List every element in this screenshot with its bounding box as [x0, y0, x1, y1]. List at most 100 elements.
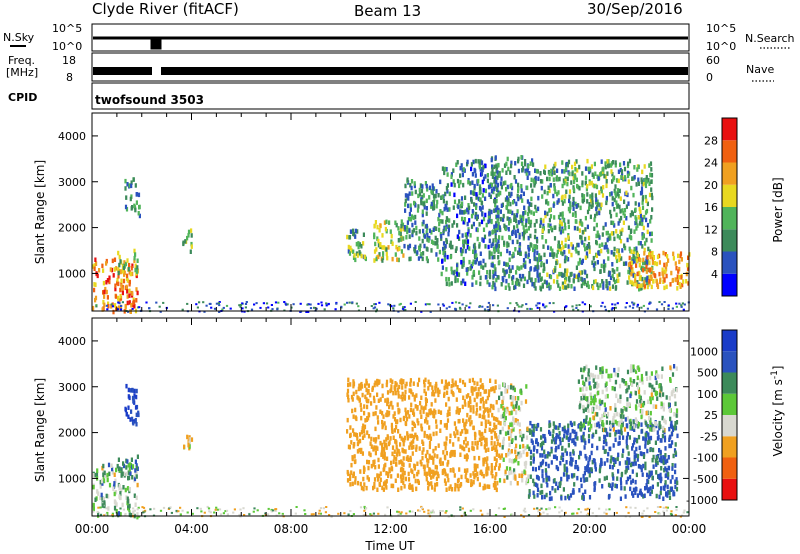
echo-cell	[444, 226, 447, 232]
echo-cell	[403, 470, 406, 476]
echo-cell	[536, 483, 539, 488]
echo-cell	[492, 386, 495, 391]
echo-cell	[557, 247, 560, 252]
echo-cell	[609, 426, 612, 432]
echo-cell	[420, 188, 424, 194]
echo-cell	[611, 172, 614, 177]
echo-cell	[135, 388, 138, 394]
echo-cell	[666, 506, 669, 509]
echo-cell	[520, 514, 523, 517]
echo-cell	[554, 454, 557, 459]
echo-cell	[654, 458, 657, 463]
echo-cell	[100, 492, 103, 498]
echo-cell	[410, 185, 413, 191]
echo-cell	[353, 442, 356, 447]
echo-cell	[663, 277, 666, 282]
echo-cell	[445, 441, 448, 446]
echo-cell	[550, 168, 553, 174]
echo-cell	[445, 510, 448, 513]
echo-cell	[404, 208, 407, 213]
echo-cell	[637, 215, 640, 220]
echo-cell	[127, 505, 131, 511]
echo-cell	[516, 239, 519, 245]
echo-cell	[596, 202, 599, 208]
echo-cell	[662, 274, 665, 279]
echo-cell	[445, 307, 448, 310]
echo-cell	[373, 484, 376, 489]
echo-cell	[625, 261, 628, 266]
echo-cell	[497, 238, 500, 244]
echo-cell	[609, 275, 613, 281]
echo-cell	[348, 301, 351, 304]
echo-cell	[363, 254, 366, 259]
echo-cell	[560, 455, 563, 461]
echo-cell	[482, 400, 485, 406]
echo-cell	[494, 155, 497, 160]
echo-cell	[123, 260, 126, 265]
echo-cell	[450, 450, 453, 455]
echo-cell	[588, 245, 591, 250]
echo-cell	[625, 468, 628, 473]
echo-cell	[592, 174, 595, 179]
echo-cell	[610, 455, 613, 460]
beam-title: Beam 13	[354, 2, 421, 20]
echo-cell	[390, 474, 393, 479]
echo-cell	[592, 378, 595, 383]
echo-cell	[448, 406, 451, 411]
echo-cell	[454, 487, 457, 492]
echo-cell	[396, 247, 399, 252]
echo-cell	[179, 506, 182, 509]
echo-cell	[630, 462, 633, 468]
echo-cell	[584, 418, 587, 423]
echo-cell	[580, 235, 583, 240]
echo-cell	[633, 249, 636, 254]
echo-cell	[307, 311, 310, 313]
echo-cell	[676, 480, 679, 486]
echo-cell	[659, 277, 662, 282]
echo-cell	[529, 233, 532, 239]
echo-cell	[642, 260, 645, 266]
echo-cell	[482, 188, 485, 193]
echo-cell	[523, 205, 526, 210]
echo-cell	[675, 486, 679, 492]
echo-cell	[408, 234, 411, 239]
echo-cell	[455, 397, 458, 402]
echo-cell	[134, 405, 138, 410]
cpid-value: twofsound 3503	[95, 93, 204, 107]
echo-cell	[354, 228, 357, 234]
echo-cell	[674, 423, 677, 429]
echo-cell	[466, 239, 470, 244]
echo-cell	[603, 245, 606, 250]
echo-cell	[501, 445, 504, 450]
echo-cell	[461, 233, 464, 238]
echo-cell	[621, 208, 624, 213]
echo-cell	[634, 506, 637, 509]
echo-cell	[472, 480, 475, 485]
echo-cell	[529, 161, 532, 166]
echo-cell	[539, 277, 542, 282]
echo-cell	[105, 289, 108, 295]
echo-cell	[527, 474, 530, 479]
echo-cell	[605, 475, 608, 481]
echo-cell	[466, 245, 469, 250]
echo-cell	[656, 396, 659, 401]
echo-cell	[188, 444, 191, 449]
echo-cell	[437, 392, 440, 398]
echo-cell	[445, 186, 448, 191]
echo-cell	[685, 279, 688, 284]
echo-cell	[417, 421, 420, 426]
echo-cell	[496, 247, 499, 253]
nsky-tick-top: 10^5	[52, 22, 82, 35]
echo-cell	[499, 455, 502, 460]
echo-cell	[630, 249, 633, 254]
echo-cell	[127, 267, 130, 272]
echo-cell	[591, 203, 594, 208]
echo-cell	[382, 487, 385, 492]
echo-cell	[661, 267, 664, 272]
echo-cell	[638, 283, 641, 289]
echo-cell	[365, 485, 368, 491]
echo-cell	[111, 258, 114, 264]
echo-cell	[627, 269, 630, 275]
echo-cell	[411, 392, 414, 397]
echo-cell	[664, 466, 667, 471]
